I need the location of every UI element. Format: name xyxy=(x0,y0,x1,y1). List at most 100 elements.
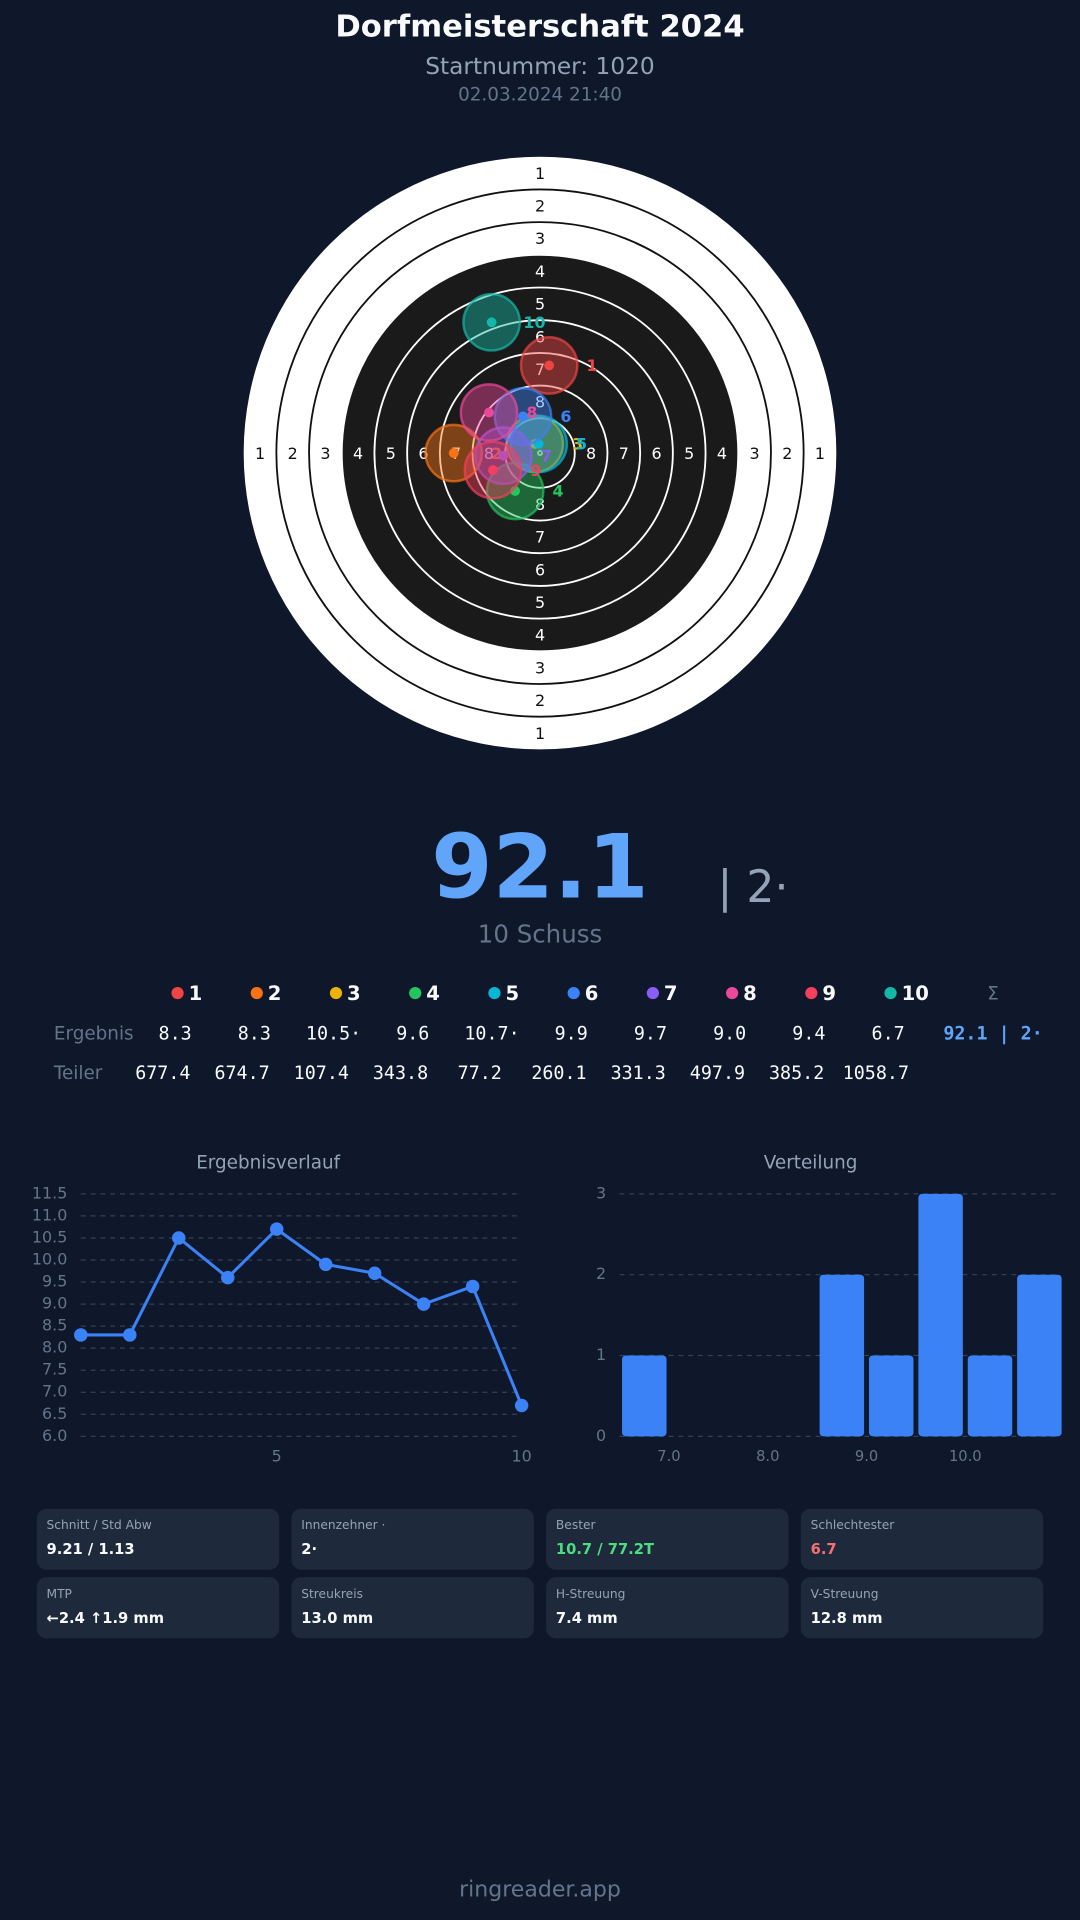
stat-value: 6.7 xyxy=(811,1541,837,1558)
shot-count: 10 Schuss xyxy=(478,920,602,949)
y-tick-label: 6.5 xyxy=(42,1404,67,1423)
y-tick-label: 9.0 xyxy=(42,1294,67,1313)
shot xyxy=(518,411,528,422)
teiler: 343.8 xyxy=(373,1063,428,1084)
y-tick-label: 3 xyxy=(596,1183,606,1202)
ring-label: 3 xyxy=(320,444,330,463)
x-tick-label: 5 xyxy=(272,1447,282,1466)
teiler: 677.4 xyxy=(135,1063,190,1084)
histogram: Verteilung 0 1 2 3 7.0 8.0 9.0 10.0 xyxy=(596,1152,1062,1465)
legend-dot xyxy=(884,986,897,1000)
point xyxy=(221,1270,235,1285)
ring-label: 1 xyxy=(815,444,825,463)
point xyxy=(123,1328,137,1342)
ring xyxy=(471,384,609,522)
bar xyxy=(868,1355,914,1437)
target: 1111222233334444555566667777888812345678… xyxy=(243,156,837,750)
result: 6.7 xyxy=(872,1024,905,1045)
legend-dot xyxy=(409,986,422,1000)
legend-label: 2 xyxy=(268,982,282,1005)
chart-title: Ergebnisverlauf xyxy=(196,1152,340,1173)
y-tick-label: 10.5 xyxy=(32,1227,67,1246)
ring-label: 1 xyxy=(255,444,265,463)
shot-label: 1 xyxy=(586,356,597,375)
teiler: 1058.7 xyxy=(843,1063,909,1084)
legend-dot xyxy=(567,986,580,1000)
y-tick-label: 0 xyxy=(596,1426,606,1445)
ring-label: 1 xyxy=(535,724,545,743)
result: 10.7· xyxy=(464,1024,519,1045)
legend-dot xyxy=(726,986,739,1000)
y-tick-label: 2 xyxy=(596,1264,606,1283)
ring-label: 5 xyxy=(535,295,545,314)
stat-label: Streukreis xyxy=(301,1587,363,1601)
date: 02.03.2024 21:40 xyxy=(458,85,622,106)
ring-label: 6 xyxy=(535,327,545,346)
stat-value: 13.0 mm xyxy=(301,1610,373,1627)
teiler: 385.2 xyxy=(769,1063,824,1084)
y-tick-label: 9.5 xyxy=(42,1272,67,1291)
stats: Schnitt / Std Abw 9.21 / 1.13 Innenzehner … xyxy=(36,1508,1044,1639)
stat-card xyxy=(546,1508,789,1570)
ring xyxy=(373,286,707,620)
ring-label: 2 xyxy=(535,197,545,216)
legend-label: 10 xyxy=(902,982,929,1005)
bar xyxy=(967,1355,1013,1437)
point xyxy=(416,1297,431,1311)
ring-label: 3 xyxy=(535,229,545,248)
result: 10.5· xyxy=(306,1024,361,1045)
ring-label: 3 xyxy=(535,658,545,677)
legend-dot xyxy=(805,986,818,1000)
y-tick-label: 11.5 xyxy=(32,1183,67,1202)
shot-label: 7 xyxy=(541,446,552,465)
teiler: 331.3 xyxy=(611,1063,666,1084)
shot xyxy=(544,360,555,371)
stat-value: 10.7 / 77.2T xyxy=(556,1541,654,1558)
bar xyxy=(1017,1274,1062,1437)
ring-label: 6 xyxy=(418,444,428,463)
ring xyxy=(308,221,772,685)
ring-label: 8 xyxy=(535,393,545,412)
x-tick-label: 10.0 xyxy=(949,1448,982,1465)
y-tick-label: 6.0 xyxy=(42,1426,67,1445)
ring-label: 3 xyxy=(750,444,760,463)
legend-dot xyxy=(171,986,184,1000)
ring-label: 6 xyxy=(651,444,661,463)
ring-label: 6 xyxy=(535,560,545,579)
stat-value: 12.8 mm xyxy=(811,1610,883,1627)
inner-tens: | 2· xyxy=(718,862,789,913)
legend-label: 5 xyxy=(505,982,519,1005)
ring-label: 8 xyxy=(484,444,494,463)
stat-label: Schlechtester xyxy=(811,1518,896,1532)
ring-label: 4 xyxy=(535,262,545,281)
stat-label: MTP xyxy=(47,1587,72,1601)
ring-label: 8 xyxy=(586,444,596,463)
stat-card xyxy=(291,1508,534,1570)
stat-card xyxy=(291,1577,534,1639)
teiler: 497.9 xyxy=(690,1063,745,1084)
ring-label: 7 xyxy=(535,528,545,547)
result: 9.4 xyxy=(792,1024,825,1045)
result: 9.7 xyxy=(634,1024,667,1045)
legend-label: 8 xyxy=(743,982,757,1005)
ring-label: 4 xyxy=(717,444,727,463)
x-tick-label: 8.0 xyxy=(756,1448,779,1465)
shot-label: 4 xyxy=(552,482,563,501)
ring xyxy=(406,319,674,587)
result: 9.0 xyxy=(713,1024,746,1045)
title: Dorfmeisterschaft 2024 xyxy=(335,10,744,45)
legend-label: 4 xyxy=(426,982,440,1005)
stat-card xyxy=(36,1508,280,1570)
row-label: Ergebnis xyxy=(54,1024,134,1045)
point xyxy=(514,1398,529,1413)
teiler: 674.7 xyxy=(214,1063,269,1084)
shot xyxy=(486,317,497,328)
y-tick-label: 8.5 xyxy=(42,1316,67,1335)
x-tick-label: 7.0 xyxy=(657,1448,680,1465)
shot xyxy=(498,450,509,461)
point xyxy=(465,1279,480,1294)
legend-dot xyxy=(329,986,343,1000)
stat-label: Innenzehner · xyxy=(301,1518,385,1532)
y-tick-label: 7.5 xyxy=(42,1360,67,1379)
